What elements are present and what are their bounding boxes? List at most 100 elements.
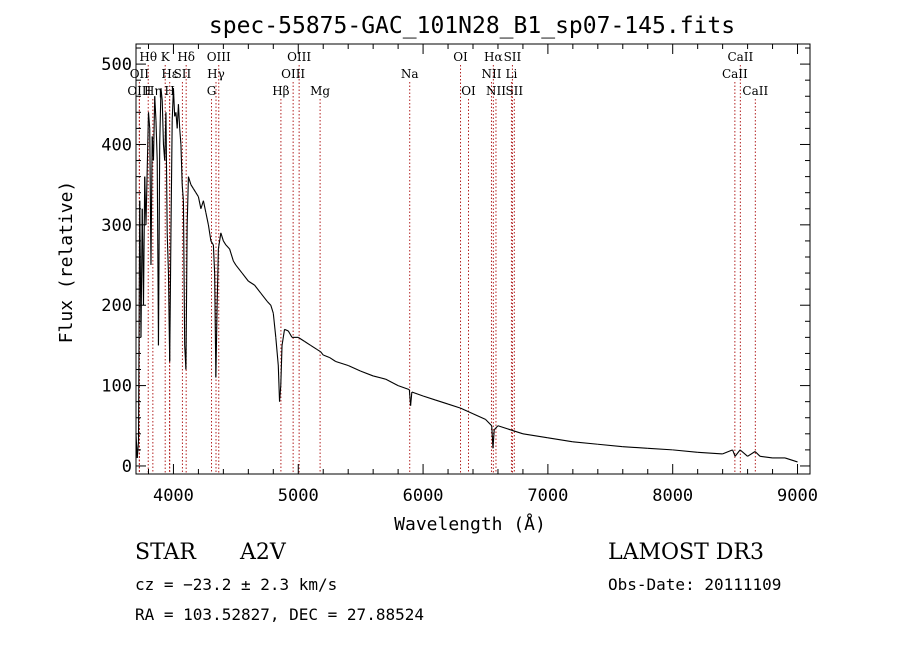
- series-segment: [622, 446, 648, 449]
- series-segment: [287, 330, 293, 338]
- line-label: Mg: [310, 84, 330, 98]
- series-segment: [182, 200, 186, 346]
- series-segment: [310, 344, 318, 350]
- series-segment: [215, 305, 218, 378]
- series-segment: [522, 433, 548, 439]
- series-segment: [220, 232, 224, 242]
- series-segment: [181, 184, 184, 201]
- x-tick-label: 8000: [652, 486, 693, 506]
- series-segment: [254, 284, 262, 294]
- series-segment: [197, 196, 202, 209]
- series-segment: [460, 407, 474, 415]
- object-subclass: A2V: [240, 540, 286, 565]
- series-segment: [187, 176, 192, 185]
- series-segment: [205, 212, 209, 225]
- series-segment: [241, 272, 249, 282]
- series-segment: [248, 280, 255, 286]
- series-segment: [784, 457, 798, 463]
- y-tick-label: 500: [101, 55, 132, 75]
- series-segment: [157, 144, 161, 346]
- series-segment: [323, 354, 330, 358]
- series-segment: [185, 224, 188, 370]
- series-segment: [222, 240, 227, 246]
- series-segment: [210, 240, 214, 246]
- series-segment: [225, 244, 231, 250]
- line-label: CaII: [727, 50, 753, 64]
- line-label: CaII: [742, 84, 768, 98]
- line-label: G: [207, 84, 217, 98]
- series-segment: [472, 413, 486, 420]
- line-label: OI: [461, 84, 476, 98]
- series-segment: [492, 429, 495, 449]
- series-segment: [190, 184, 194, 189]
- series-layer: [135, 88, 798, 463]
- series-segment: [166, 232, 170, 274]
- series-segment: [229, 248, 234, 262]
- series-segment: [572, 441, 598, 445]
- series-segment: [547, 437, 573, 443]
- x-tick-label: 5000: [278, 486, 319, 506]
- y-axis-label: Flux (relative): [56, 181, 77, 344]
- series-segment: [266, 300, 272, 306]
- series-segment: [280, 345, 283, 386]
- x-axis-label: Wavelength (Å): [394, 513, 546, 535]
- x-tick-label: 6000: [403, 486, 444, 506]
- series-segment: [360, 370, 374, 377]
- survey-name: LAMOST DR3: [608, 540, 764, 565]
- line-label: SII: [174, 67, 192, 81]
- x-tick-label: 7000: [527, 486, 568, 506]
- series-segment: [760, 455, 773, 459]
- y-tick-label: 400: [101, 135, 132, 155]
- series-segment: [447, 403, 461, 409]
- line-label: OI: [453, 50, 468, 64]
- y-tick-label: 300: [101, 216, 132, 236]
- series-segment: [734, 449, 741, 457]
- line-label: H: [164, 84, 174, 98]
- line-label: Hη: [144, 84, 162, 98]
- x-tick-label: 4000: [153, 486, 194, 506]
- series-segment: [232, 260, 237, 266]
- series-segment: [155, 120, 158, 161]
- series-segment: [216, 248, 219, 306]
- y-tick-label: 0: [122, 457, 132, 477]
- line-label: OIII: [281, 67, 305, 81]
- series-segment: [154, 96, 157, 121]
- series-segment: [304, 340, 312, 346]
- object-class: STAR: [135, 540, 196, 565]
- series-segment: [284, 328, 289, 332]
- series-segment: [747, 451, 756, 457]
- line-label: OIII: [127, 84, 151, 98]
- series-segment: [159, 88, 162, 145]
- series-segment: [192, 188, 197, 193]
- coordinates: RA = 103.52827, DEC = 27.88524: [135, 605, 424, 624]
- series-segment: [278, 385, 282, 402]
- axis-ticks: 4000 5000 6000 7000 8000 9000 0 100 200 300 400 500: [101, 44, 818, 506]
- series-segment: [697, 451, 723, 455]
- series-segment: [422, 395, 436, 401]
- series-segment: [272, 313, 277, 338]
- line-label: Hβ: [272, 84, 289, 98]
- series-segment: [202, 200, 207, 213]
- line-label: OIII: [207, 50, 231, 64]
- series-segment: [281, 329, 286, 346]
- series-segment: [435, 399, 449, 405]
- x-tick-label: 9000: [777, 486, 818, 506]
- line-label: Hθ: [139, 50, 157, 64]
- series-segment: [672, 449, 698, 453]
- y-tick-label: 200: [101, 296, 132, 316]
- series-segment: [160, 88, 163, 101]
- series-segment: [165, 112, 168, 233]
- series-segment: [217, 232, 222, 250]
- series-segment: [647, 447, 673, 451]
- series-segment: [410, 391, 413, 406]
- line-label: SII: [505, 84, 523, 98]
- series-segment: [739, 449, 748, 457]
- series-segment: [722, 449, 733, 455]
- series-segment: [170, 120, 173, 233]
- line-label: SII: [504, 50, 522, 64]
- series-segment: [754, 451, 761, 457]
- line-label: K: [161, 50, 171, 64]
- series-segment: [347, 364, 361, 372]
